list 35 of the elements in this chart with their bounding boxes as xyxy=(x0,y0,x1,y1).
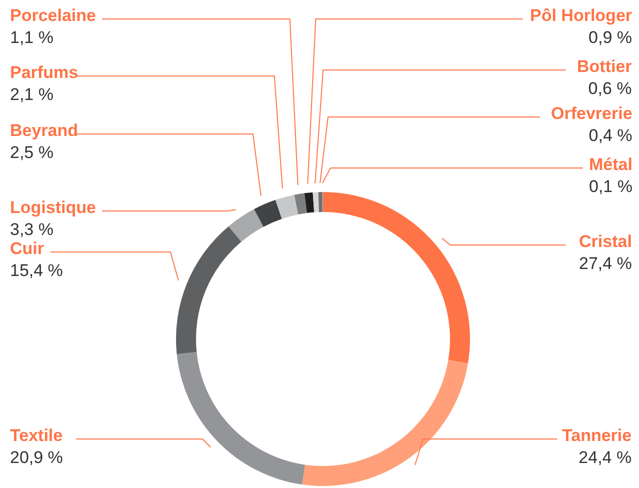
donut-slice xyxy=(275,194,298,219)
data-label: 2,5 % xyxy=(10,143,54,162)
donut-slice xyxy=(304,192,314,214)
slice-label: Textile xyxy=(10,426,63,445)
donut-slice xyxy=(228,209,264,242)
donut-slice xyxy=(176,352,305,485)
data-label: 3,3 % xyxy=(10,220,54,240)
donut-slice xyxy=(318,192,322,212)
slice-label: Logistique xyxy=(10,198,96,217)
slice-label: Porcelaine xyxy=(10,6,96,25)
slice-label: Tannerie xyxy=(562,426,632,445)
donut-slice xyxy=(254,200,282,227)
data-label: 0,6 % xyxy=(588,79,632,98)
slice-label: Pôl Horloger xyxy=(530,6,632,25)
data-label: 27,4 % xyxy=(579,254,632,274)
donut-slice xyxy=(323,192,470,364)
data-label: 20,9 % xyxy=(10,448,63,468)
donut-slice xyxy=(294,193,307,214)
slice-label: Métal xyxy=(589,155,632,174)
data-label: 1,1 % xyxy=(10,28,54,48)
donut-slice xyxy=(176,226,242,354)
data-label: 15,4 % xyxy=(10,261,63,280)
data-label: 24,4 % xyxy=(578,448,632,468)
data-label: 0,4 % xyxy=(588,126,632,146)
slice-label: Parfums xyxy=(10,63,78,82)
donut-slice xyxy=(302,360,468,486)
slice-label: Beyrand xyxy=(10,121,78,140)
slice-label: Cristal xyxy=(579,232,632,251)
donut-slice xyxy=(312,192,319,212)
slice-label: Bottier xyxy=(577,57,632,76)
slice-label: Cuir xyxy=(10,239,44,258)
data-label: 2,1 % xyxy=(10,85,54,104)
slice-label: Orfevrerie xyxy=(551,104,632,123)
data-label: 0,1 % xyxy=(589,177,632,196)
data-label: 0,9 % xyxy=(588,28,632,48)
